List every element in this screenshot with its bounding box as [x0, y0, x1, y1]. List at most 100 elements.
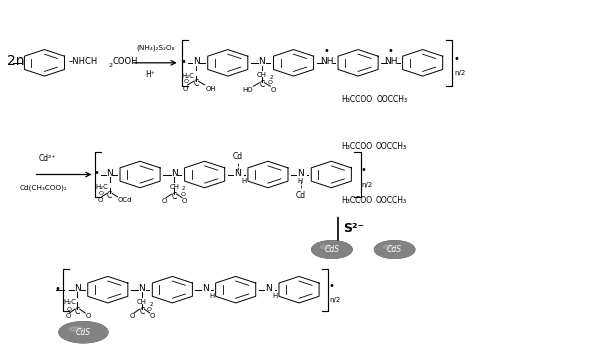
Text: H₂C: H₂C — [63, 299, 76, 305]
Ellipse shape — [314, 242, 350, 257]
Text: •: • — [453, 54, 459, 64]
Ellipse shape — [74, 328, 93, 336]
Text: C: C — [172, 192, 177, 201]
Text: n/2: n/2 — [362, 182, 373, 188]
Text: H: H — [273, 293, 278, 299]
Ellipse shape — [379, 243, 410, 256]
Ellipse shape — [382, 244, 407, 255]
Text: CdS: CdS — [325, 245, 339, 254]
Text: H₃CCOO: H₃CCOO — [341, 196, 372, 205]
Text: H: H — [242, 178, 247, 184]
Ellipse shape — [65, 325, 102, 340]
Text: H: H — [298, 178, 303, 184]
Ellipse shape — [387, 246, 402, 253]
Ellipse shape — [377, 242, 412, 257]
Text: S²⁻: S²⁻ — [343, 222, 364, 235]
Text: C: C — [259, 80, 264, 89]
Text: OOCCH₃: OOCCH₃ — [376, 95, 407, 104]
Text: O: O — [184, 79, 189, 84]
Text: H₂C: H₂C — [181, 73, 194, 79]
Ellipse shape — [327, 247, 337, 252]
Text: N: N — [192, 57, 200, 66]
Text: •: • — [388, 46, 394, 56]
Text: 2n: 2n — [7, 54, 25, 68]
Ellipse shape — [322, 245, 342, 254]
Text: N: N — [265, 284, 272, 293]
Text: •: • — [181, 57, 187, 67]
Text: H₂C: H₂C — [96, 184, 108, 190]
Text: N: N — [234, 169, 241, 178]
Text: 2: 2 — [182, 186, 186, 191]
Text: C: C — [107, 191, 112, 200]
Text: O: O — [182, 198, 188, 204]
Ellipse shape — [317, 243, 347, 256]
Text: OOCCH₃: OOCCH₃ — [376, 142, 407, 151]
Text: O: O — [150, 313, 155, 319]
Text: CH: CH — [169, 184, 179, 190]
Ellipse shape — [68, 326, 99, 339]
Text: O: O — [130, 313, 135, 319]
Text: N: N — [106, 169, 113, 178]
Text: O: O — [180, 192, 185, 197]
Ellipse shape — [392, 248, 397, 251]
Text: N: N — [138, 284, 146, 293]
Text: NH: NH — [384, 57, 398, 66]
Text: O: O — [271, 87, 276, 92]
Text: O: O — [85, 313, 91, 319]
Text: N: N — [74, 284, 81, 293]
Ellipse shape — [375, 241, 415, 258]
Text: OOCCH₃: OOCCH₃ — [376, 196, 407, 205]
Text: Cd(CH₃COO)₂: Cd(CH₃COO)₂ — [19, 185, 67, 192]
Text: O: O — [66, 307, 71, 312]
Text: C: C — [75, 307, 80, 316]
Text: Cd²⁺: Cd²⁺ — [38, 154, 56, 163]
Text: •: • — [55, 284, 61, 294]
Ellipse shape — [390, 247, 400, 252]
Text: •: • — [323, 46, 329, 56]
Text: H: H — [209, 293, 215, 299]
Ellipse shape — [325, 246, 339, 253]
Text: H⁺: H⁺ — [145, 70, 155, 80]
Text: N: N — [171, 169, 178, 178]
Text: CdS: CdS — [387, 245, 402, 254]
Text: CH: CH — [137, 299, 147, 305]
Text: C: C — [194, 79, 199, 88]
Text: O: O — [98, 197, 103, 203]
Text: OH: OH — [206, 86, 216, 92]
Text: CdS: CdS — [76, 328, 91, 337]
Ellipse shape — [77, 329, 90, 335]
Text: Cd: Cd — [296, 191, 306, 200]
Ellipse shape — [320, 245, 331, 248]
Text: O: O — [99, 191, 104, 196]
Text: HO: HO — [242, 87, 253, 92]
Text: O: O — [183, 86, 188, 92]
Text: n/2: n/2 — [329, 297, 340, 303]
Text: 2: 2 — [270, 75, 273, 80]
Ellipse shape — [383, 245, 394, 248]
Text: 2: 2 — [108, 63, 113, 68]
Text: 2: 2 — [150, 302, 153, 306]
Text: N: N — [258, 57, 266, 66]
Text: Cd: Cd — [233, 151, 242, 161]
Ellipse shape — [62, 323, 105, 341]
Text: H₃CCOO: H₃CCOO — [341, 95, 372, 104]
Text: O: O — [66, 313, 71, 319]
Ellipse shape — [71, 327, 96, 337]
Text: C: C — [139, 307, 144, 316]
Text: •: • — [361, 165, 367, 176]
Text: O: O — [147, 307, 152, 312]
Ellipse shape — [329, 248, 334, 251]
Ellipse shape — [312, 241, 352, 258]
Ellipse shape — [319, 244, 345, 255]
Text: n/2: n/2 — [454, 70, 465, 76]
Text: N: N — [297, 169, 304, 178]
Text: (NH₄)₂S₂O₈: (NH₄)₂S₂O₈ — [136, 45, 175, 51]
Text: CH: CH — [257, 72, 267, 78]
Text: O: O — [268, 80, 273, 85]
Ellipse shape — [69, 327, 83, 331]
Ellipse shape — [59, 322, 108, 343]
Text: N: N — [202, 284, 209, 293]
Text: H₃CCOO: H₃CCOO — [341, 142, 372, 151]
Ellipse shape — [80, 331, 86, 334]
Text: NH: NH — [320, 57, 333, 66]
